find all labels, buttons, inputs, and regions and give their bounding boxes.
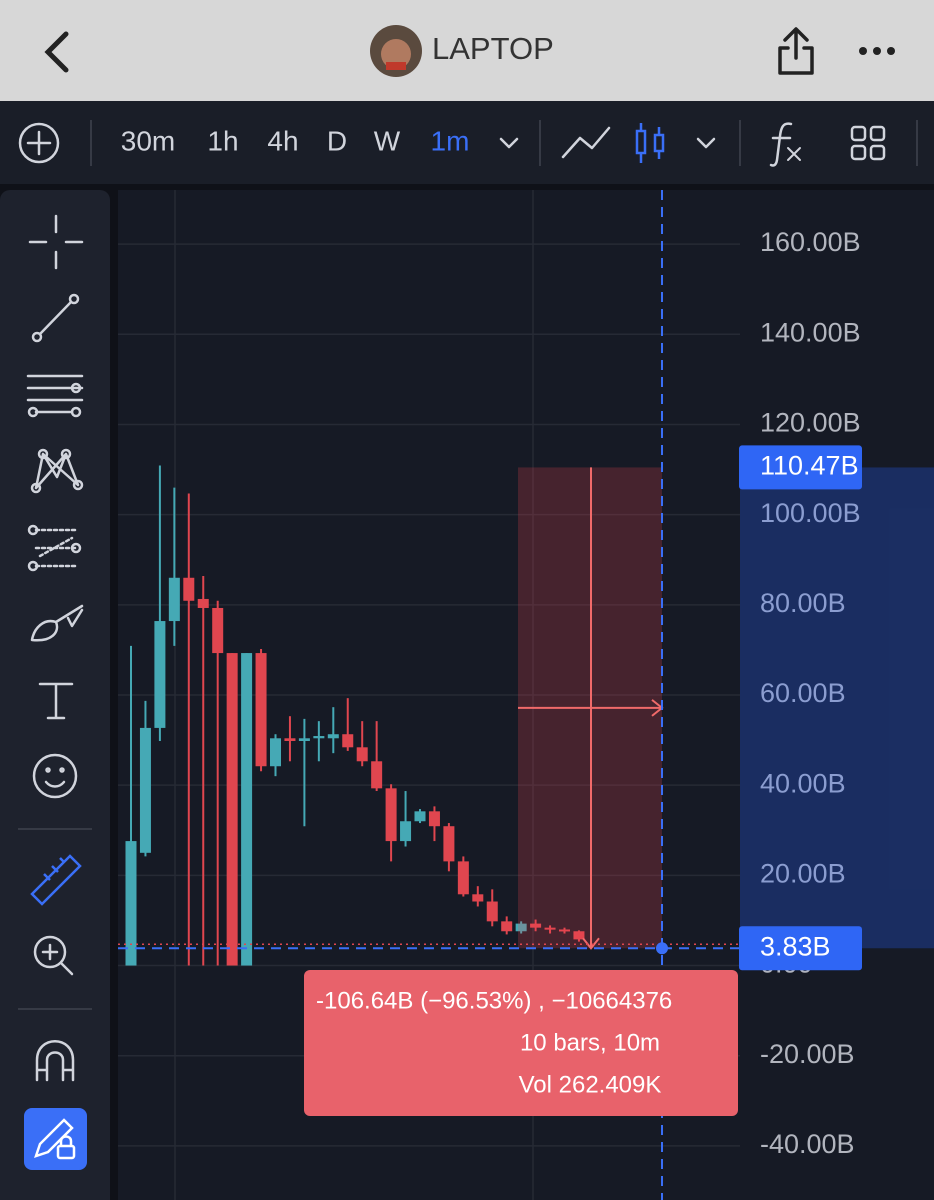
indicators-button[interactable]	[769, 122, 801, 167]
crosshair-tool[interactable]	[28, 214, 84, 270]
text-tool[interactable]	[38, 682, 74, 720]
candle-body	[241, 653, 253, 966]
share-button[interactable]	[778, 27, 814, 75]
timeframe-button[interactable]: D	[327, 125, 347, 156]
layout-button[interactable]	[850, 125, 886, 161]
candle-body	[197, 598, 209, 608]
candle-body	[298, 738, 310, 741]
candle-body	[154, 621, 166, 728]
tooltip-line: -106.64B (−96.53%) , −10664376	[316, 987, 672, 1014]
y-tick-label: 100.00B	[760, 498, 861, 528]
ruler-tool[interactable]	[30, 854, 82, 906]
candle-body	[457, 861, 469, 895]
timeframe-button[interactable]: 30m	[121, 125, 175, 156]
timeframes: 30m 1h 4h D W 1m	[121, 125, 470, 156]
pattern-tool[interactable]	[30, 448, 84, 494]
y-tick-label: 20.00B	[760, 858, 846, 888]
candle-body	[515, 923, 527, 932]
candle-body	[226, 653, 238, 966]
header-title: LAPTOP	[432, 31, 554, 66]
y-tick-label: 120.00B	[760, 408, 861, 438]
candle-body	[559, 929, 570, 932]
tooltip-line: 10 bars, 10m	[520, 1029, 660, 1056]
price-label: 110.47B	[760, 451, 859, 481]
candle-body	[270, 738, 281, 767]
tooltip-box	[304, 970, 738, 1116]
plot	[125, 465, 585, 966]
candle-body	[428, 811, 440, 827]
emoji-tool[interactable]	[32, 753, 78, 799]
candle-body	[486, 901, 498, 922]
candle-body	[400, 821, 412, 842]
y-tick-label: 80.00B	[760, 588, 846, 618]
lock-icon	[34, 1118, 76, 1160]
trend-line-tool[interactable]	[31, 293, 80, 343]
timeframe-button[interactable]: W	[374, 125, 401, 156]
measure-arrow-head	[582, 937, 600, 950]
candle-body	[573, 931, 585, 940]
y-tick-label: -40.00B	[760, 1129, 855, 1159]
y-tick-label: -20.00B	[760, 1039, 855, 1069]
add-symbol-button[interactable]	[18, 122, 60, 164]
candle-body	[544, 927, 556, 930]
y-tick-label: 60.00B	[760, 678, 846, 708]
candle-body	[530, 923, 542, 928]
fib-tool[interactable]	[27, 524, 82, 572]
candle-body	[284, 738, 296, 741]
candle-body	[212, 607, 224, 654]
candle-body	[356, 747, 368, 762]
price-label: 3.83B	[760, 931, 831, 961]
timeframe-dropdown[interactable]	[499, 137, 519, 149]
candle-body	[313, 736, 325, 739]
candle-body	[342, 734, 354, 748]
candle-body	[371, 761, 383, 789]
chart-type-dropdown[interactable]	[696, 137, 716, 149]
overlay: 110.47B 3.83B	[118, 190, 934, 1200]
y-tick-label: 40.00B	[760, 768, 846, 798]
candle-body	[414, 811, 426, 822]
candle-body	[501, 921, 513, 932]
horizontal-lines-tool[interactable]	[26, 374, 84, 418]
candle-body	[443, 826, 455, 862]
price-label-box	[739, 926, 862, 971]
candle-body	[385, 788, 397, 842]
candle-chart-button[interactable]	[635, 123, 665, 163]
measure-tooltip: -106.64B (−96.53%) , −10664376 10 bars, 1…	[304, 970, 738, 1116]
tooltip-text: -106.64B (−96.53%) , −10664376 10 bars, 1…	[316, 987, 672, 1098]
crosshair-dot	[656, 942, 668, 955]
zoom-tool[interactable]	[33, 935, 74, 976]
timeframe-button[interactable]: 4h	[267, 125, 298, 156]
magnet-tool[interactable]	[35, 1040, 75, 1082]
brush-tool[interactable]	[30, 604, 84, 642]
price-label-box	[739, 445, 862, 490]
candle-body	[255, 653, 267, 767]
axis-range-highlight	[740, 467, 934, 949]
more-button[interactable]	[859, 47, 895, 55]
avatar[interactable]	[370, 25, 422, 77]
y-tick-label: 140.00B	[760, 317, 861, 347]
line-chart-button[interactable]	[561, 126, 611, 159]
y-tick-label: 160.00B	[760, 227, 861, 257]
candle-body	[168, 577, 180, 622]
back-button[interactable]	[44, 31, 69, 73]
candle-body	[327, 734, 339, 739]
timeframe-button[interactable]: 1h	[207, 125, 238, 156]
tooltip-line: Vol 262.409K	[519, 1071, 662, 1098]
lock-drawings-button[interactable]	[24, 1108, 87, 1170]
candle-body	[472, 894, 484, 902]
candle-body	[139, 727, 151, 853]
candle-body	[125, 841, 137, 966]
candle-body	[183, 577, 195, 601]
timeframe-button[interactable]: 1m	[431, 125, 470, 156]
